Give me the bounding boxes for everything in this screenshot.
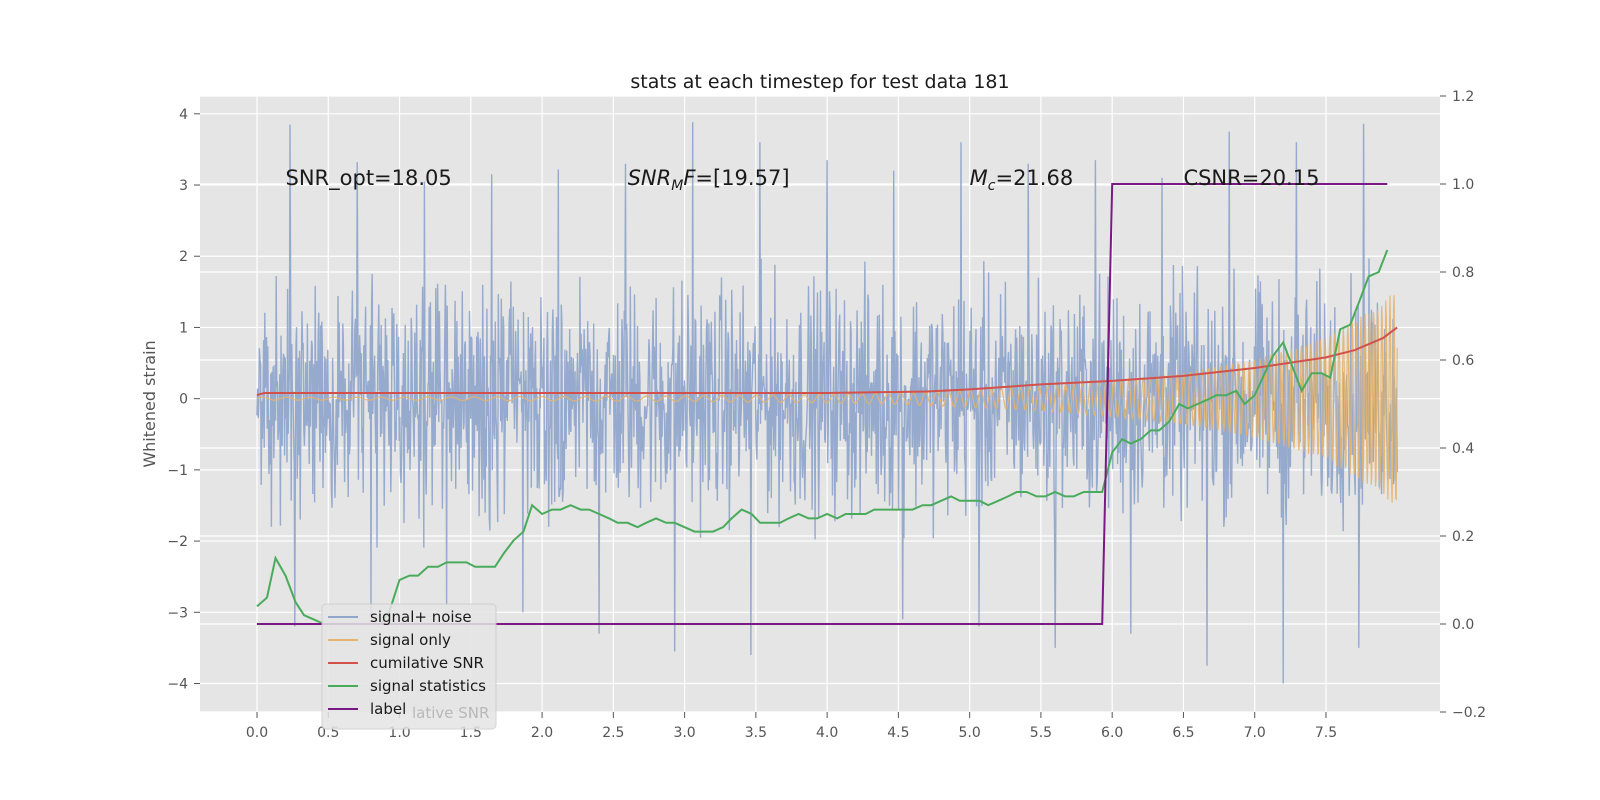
y-tick-label: −3 [167, 605, 188, 621]
y2-tick-label: 0.4 [1452, 441, 1474, 457]
annotation-snr-mf: SNRMF=[19.57] [628, 166, 790, 194]
y2-tick-label: 0.2 [1452, 529, 1474, 545]
x-tick-label: 0.0 [246, 725, 268, 741]
x-tick-label: 6.0 [1101, 725, 1123, 741]
annotation-snr-opt: SNR_opt=18.05 [286, 166, 452, 191]
series-label [257, 183, 1388, 625]
x-tick-label: 2.0 [531, 725, 553, 741]
y2-tick-label: 1.2 [1452, 89, 1474, 105]
y-tick-label: 3 [179, 178, 188, 194]
legend-entry-label: signal only [370, 631, 451, 649]
line-trace [257, 183, 1388, 625]
y-tick-label: −2 [167, 534, 188, 550]
y-tick-label: −1 [167, 463, 188, 479]
x-tick-label: 2.5 [602, 725, 624, 741]
y-tick-label: 1 [179, 320, 188, 336]
y2-tick-label: −0.2 [1452, 705, 1486, 721]
y2-tick-label: 1.0 [1452, 177, 1474, 193]
series-signal-statistics [256, 249, 1389, 625]
y2-tick-label: 0.0 [1452, 617, 1474, 633]
series-cumilative-snr [256, 326, 1398, 397]
series-signal-noise [256, 122, 1398, 684]
legend-hidden-text: lative SNR [412, 704, 489, 722]
x-tick-label: 5.0 [959, 725, 981, 741]
x-tick-label: 7.5 [1315, 725, 1337, 741]
y2-axis: −0.2 0.0 0.2 0.4 0.6 0.8 1.0 1.2 [1440, 89, 1486, 721]
x-tick-label: 7.0 [1244, 725, 1266, 741]
annotation-value: =[19.57] [695, 166, 789, 190]
line-trace [256, 326, 1398, 397]
y2-tick-label: 0.6 [1452, 353, 1474, 369]
y-tick-label: 0 [179, 392, 188, 408]
x-tick-label: 3.0 [673, 725, 695, 741]
series-layer [256, 122, 1398, 684]
y-axis: −4 −3 −2 −1 0 1 2 3 4 [167, 107, 200, 693]
signal-noise-trace [256, 122, 1398, 684]
x-tick-label: 3.5 [745, 725, 767, 741]
legend-entry-label: signal statistics [370, 677, 486, 695]
annotation-symbol: M [970, 166, 988, 190]
line-trace [256, 249, 1389, 625]
legend-box [321, 603, 497, 730]
annotations: SNR_opt=18.05 SNRMF=[19.57] Mc=21.68 CSNR=2… [286, 166, 1320, 194]
y-tick-label: 4 [179, 107, 188, 123]
annotation-csnr: CSNR=20.15 [1183, 166, 1319, 190]
legend: lative SNR signal+ noise signal only cumila… [321, 603, 497, 730]
x-tick-label: 5.5 [1030, 725, 1052, 741]
legend-entry-label: signal+ noise [370, 608, 472, 626]
chart-title: stats at each timestep for test data 181 [630, 71, 1009, 93]
annotation-mc: Mc=21.68 [970, 166, 1074, 194]
x-tick-label: 6.5 [1172, 725, 1194, 741]
annotation-value: =21.68 [995, 166, 1073, 190]
y2-tick-label: 0.8 [1452, 265, 1474, 281]
y-tick-label: 2 [179, 249, 188, 265]
annotation-subscript: c [988, 178, 996, 194]
annotation-symbol: SNR [628, 166, 672, 190]
y-axis-label: Whitened strain [140, 340, 159, 467]
legend-entry-label: cumilative SNR [370, 654, 484, 672]
legend-entry-label: label [370, 700, 406, 718]
annotation-symbol-tail: F [683, 166, 696, 190]
annotation-subscript: M [671, 178, 683, 194]
x-tick-label: 4.0 [816, 725, 838, 741]
x-tick-label: 4.5 [887, 725, 909, 741]
y-tick-label: −4 [167, 677, 188, 693]
